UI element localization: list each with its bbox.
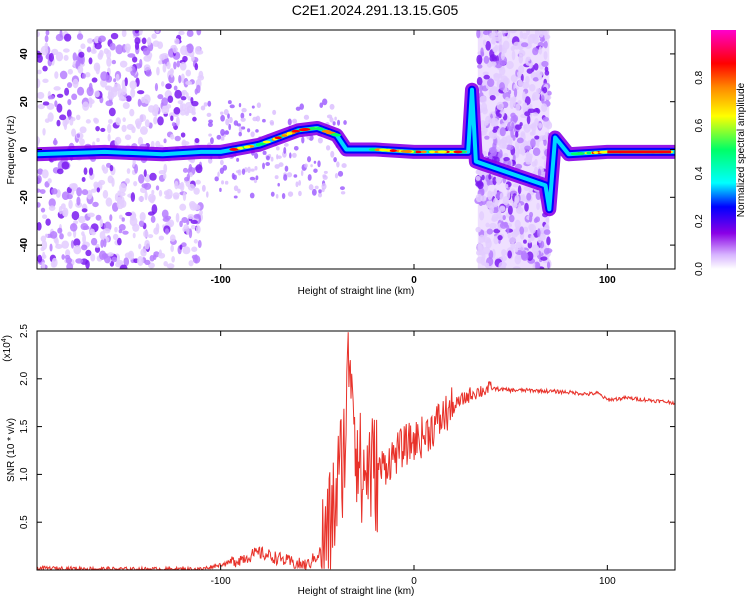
snr-y-axis-title: SNR (10 * v/v) — [6, 418, 17, 482]
ridge-hotspot — [598, 150, 609, 154]
snr-x-tick-label: 0 — [411, 576, 417, 587]
snr-y-tick-label: 0.5 — [19, 515, 30, 529]
spectrogram-y-tick-label: 20 — [19, 96, 30, 108]
ridge-hotspot — [321, 129, 332, 133]
snr-x-tick-label: 100 — [599, 576, 616, 587]
ridge-hotspot — [262, 140, 271, 144]
ridge-hotspot — [437, 150, 448, 154]
noise-speckles — [474, 30, 553, 269]
spectrogram-y-tick-label: -20 — [19, 190, 30, 205]
ridge-hotspot — [281, 134, 288, 137]
page-title: C2E1.2024.291.13.15.G05 — [291, 2, 459, 18]
ridge-hotspot — [256, 142, 267, 146]
ridge-hotspot — [593, 151, 599, 154]
spectrogram-x-tick-label: 100 — [599, 275, 616, 286]
spectrogram-panel: -100 0 100 -40 -20 0 20 40 Height of straight l… — [6, 29, 676, 297]
snr-x-axis-title: Height of straight line (km) — [298, 586, 415, 597]
colorbar-gradient — [711, 30, 736, 269]
ridge-hotspot — [429, 150, 436, 154]
ridge-hotspot — [586, 151, 592, 155]
spectrogram-x-axis-title: Height of straight line (km) — [298, 286, 415, 297]
ridge-hotspot — [291, 129, 300, 133]
ridge-hotspot — [243, 145, 251, 149]
spectrogram-y-tick-label: 40 — [19, 48, 30, 60]
ridge-hotspot — [453, 150, 462, 154]
colorbar-tick-label: 0.6 — [694, 118, 705, 132]
snr-frame — [36, 330, 676, 571]
snr-multiplier-label: (x104) — [1, 335, 13, 362]
spectrogram-x-tick-label: -100 — [211, 275, 231, 286]
colorbar-label: Normalized spectral amplitude — [736, 82, 747, 217]
spectral-ridge — [37, 82, 675, 217]
ridge-hotspot — [229, 148, 239, 151]
ridge-hotspot — [313, 127, 324, 130]
spectrogram-y-axis-title: Frequency (Hz) — [6, 116, 17, 185]
snr-y-tick-label: 1.5 — [19, 419, 30, 433]
ridge-hotspot — [570, 152, 580, 156]
ridge-hotspot — [298, 128, 308, 132]
snr-y-tick-label: 1.0 — [19, 467, 30, 481]
snr-panel: -100 0 100 0.5 1.0 1.5 2.0 2.5 (x104) Height of… — [1, 324, 676, 597]
ridge-hotspot — [420, 150, 427, 154]
ridge-hotspot — [378, 148, 388, 152]
colorbar-tick-label: 0.8 — [694, 70, 705, 84]
snr-x-tick-label: -100 — [211, 576, 231, 587]
colorbar: 0.0 0.2 0.4 0.6 0.8 Normalized spectral ampl… — [694, 30, 747, 276]
snr-y-tick-label: 2.0 — [19, 371, 30, 385]
spectrogram-y-tick-label: -40 — [19, 237, 30, 252]
colorbar-tick-label: 0.0 — [694, 262, 705, 276]
colorbar-tick-label: 0.2 — [694, 214, 705, 228]
ridge-hotspot — [391, 149, 396, 153]
colorbar-tick-label: 0.4 — [694, 166, 705, 180]
ridge-hotspot — [402, 150, 412, 153]
noise-speckles — [37, 30, 205, 269]
ridge-hotspot — [236, 146, 244, 150]
snr-y-tick-label: 2.5 — [19, 324, 30, 338]
ridge-hotspot — [274, 136, 282, 140]
spectrogram-y-tick-label: 0 — [19, 146, 30, 152]
ridge-hotspot — [576, 152, 585, 155]
spectrogram-x-tick-label: 0 — [411, 275, 417, 286]
ridge-hotspot — [330, 133, 340, 136]
ridge-hotspot — [286, 132, 293, 135]
